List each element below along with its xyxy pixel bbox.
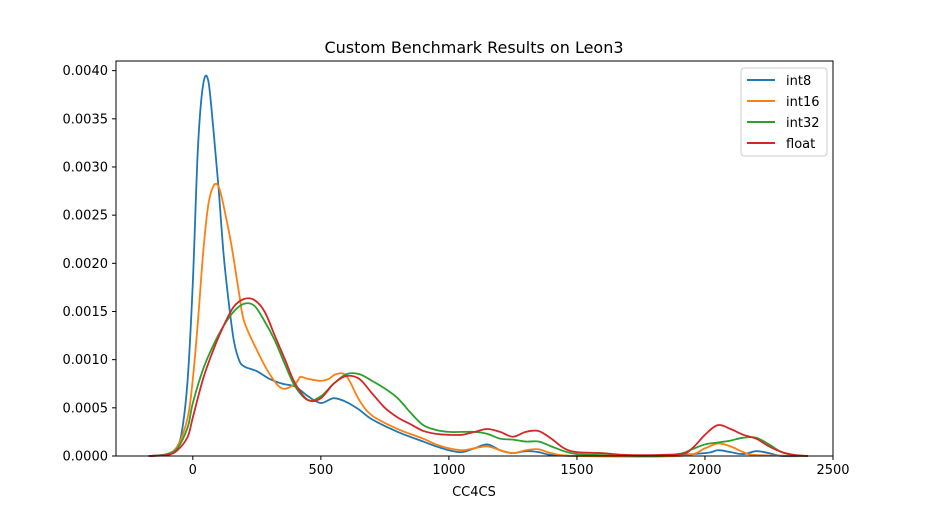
x-tick-label: 2000 <box>688 463 721 478</box>
legend-frame <box>740 67 828 157</box>
y-tick-label: 0.0035 <box>63 112 109 127</box>
x-axis-label: CC4CS <box>452 485 496 500</box>
series-line-float <box>148 297 809 457</box>
x-tick-label: 2500 <box>816 463 849 478</box>
x-tick-label: 500 <box>308 463 333 478</box>
y-axis: 0.0000 0.0005 0.0010 0.0015 0.0020 0.0025 0.00… <box>63 64 116 465</box>
axes-frame <box>115 60 834 457</box>
y-tick-label: 0.0015 <box>63 305 109 320</box>
legend-label-float: float <box>786 137 815 152</box>
y-tick-label: 0.0030 <box>63 160 109 175</box>
y-tick-label: 0.0040 <box>63 64 109 79</box>
x-axis: 0 500 1000 1500 2000 2500 <box>189 456 850 478</box>
y-tick-label: 0.0010 <box>63 353 109 368</box>
legend-label-int16: int16 <box>786 95 820 110</box>
chart-title: Custom Benchmark Results on Leon3 <box>324 38 623 57</box>
y-tick-label: 0.0020 <box>63 257 109 272</box>
y-tick-label: 0.0025 <box>63 209 109 224</box>
legend-label-int8: int8 <box>786 74 811 89</box>
x-tick-label: 1000 <box>432 463 465 478</box>
legend-label-int32: int32 <box>786 116 820 131</box>
y-tick-label: 0.0005 <box>63 401 109 416</box>
x-tick-label: 0 <box>189 463 197 478</box>
legend: int8 int16 int32 float <box>740 67 828 157</box>
x-tick-label: 1500 <box>560 463 593 478</box>
series-line-int32 <box>148 302 809 457</box>
y-tick-label: 0.0000 <box>63 450 109 465</box>
